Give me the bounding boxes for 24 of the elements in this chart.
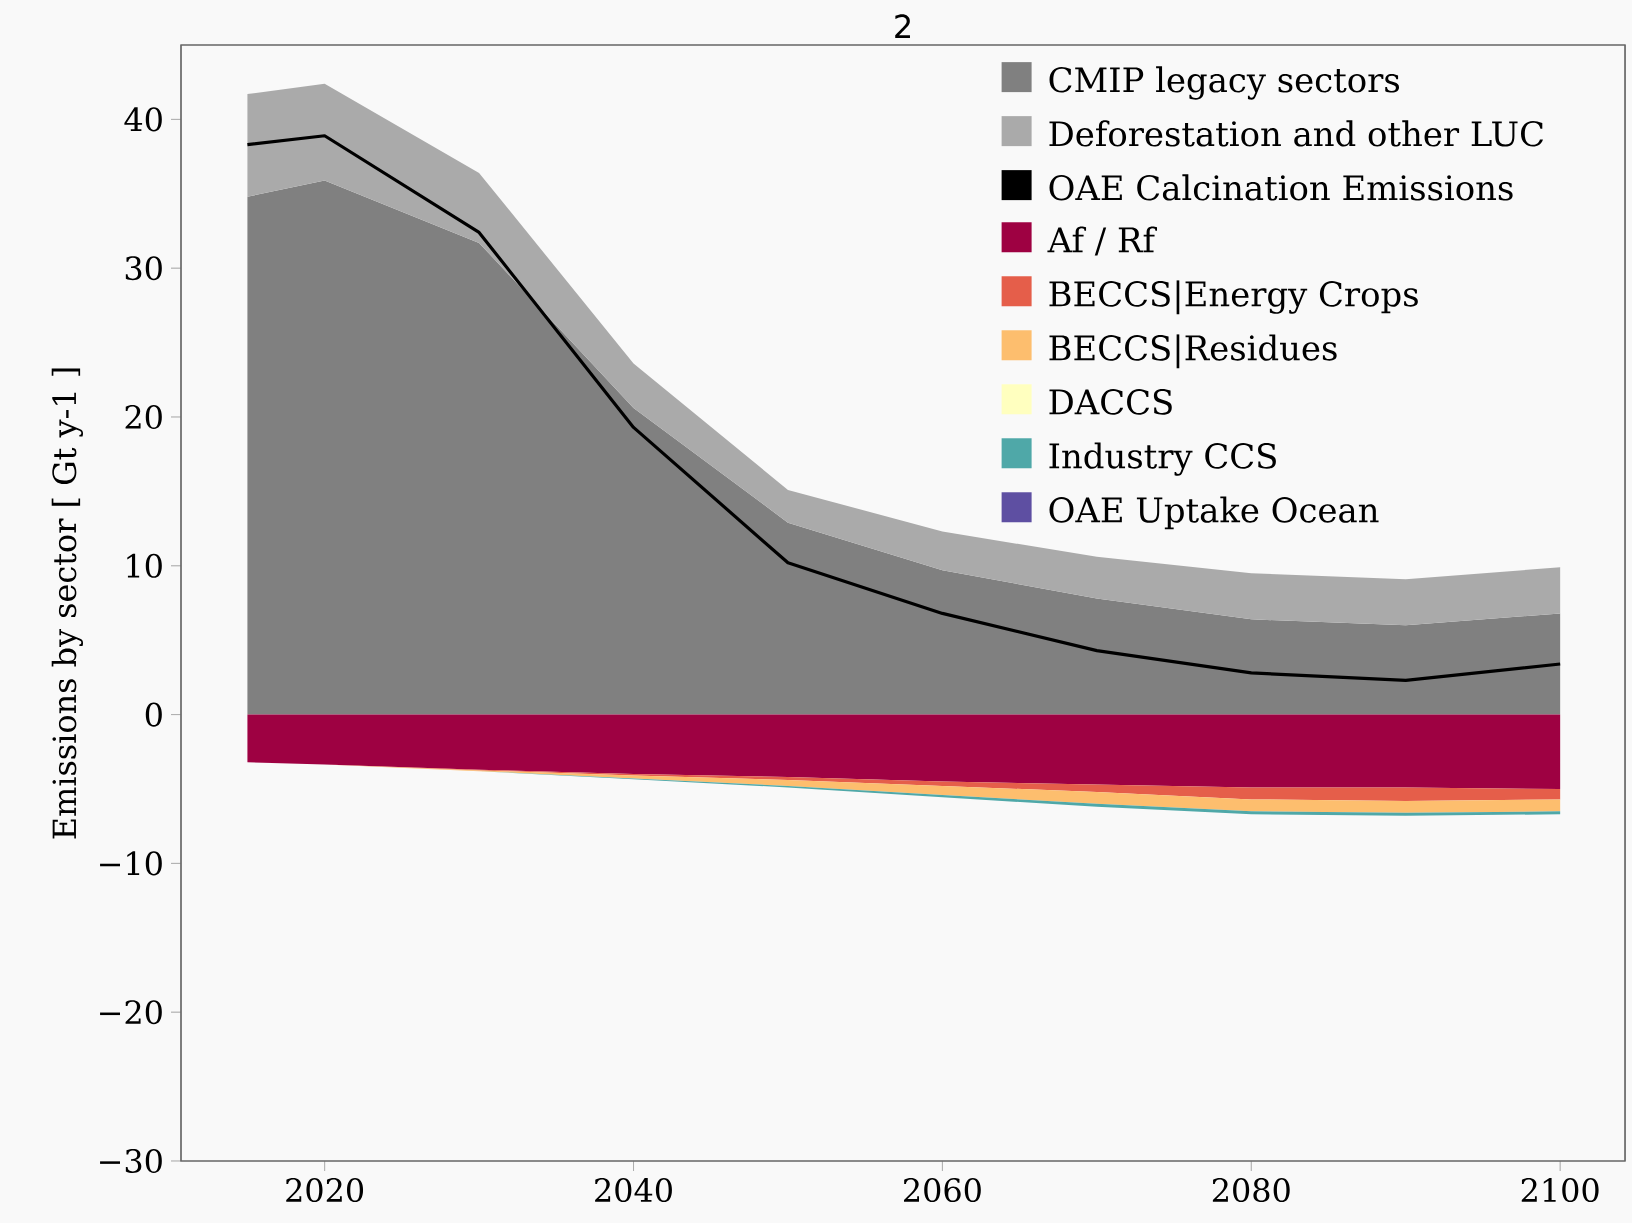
y-tick-label: 40	[124, 107, 162, 132]
y-tick-label: 0	[145, 702, 162, 727]
legend-label: Af / Rf	[1047, 226, 1158, 256]
legend-label: BECCS|Residues	[1049, 334, 1337, 369]
y-tick-label: 20	[125, 404, 162, 430]
y-tick-label: 10	[127, 553, 162, 578]
x-tick-label: 2040	[595, 1178, 672, 1203]
legend-label: BECCS|Energy Crops	[1049, 280, 1418, 315]
x-tick-label: 2060	[903, 1178, 981, 1203]
x-tick-label: 2100	[1521, 1178, 1599, 1203]
legend-label: DACCS	[1049, 389, 1172, 415]
chart-title: 2	[895, 14, 910, 38]
y-tick-label: −20	[100, 1000, 162, 1025]
y-axis-title: Emissions by sector [ Gt y-1 ]	[51, 368, 84, 839]
legend-label: CMIP legacy sectors	[1049, 66, 1400, 100]
y-tick-label: 30	[125, 256, 162, 281]
y-tick-label: −30	[100, 1148, 162, 1174]
legend-label: OAE Uptake Ocean	[1049, 496, 1379, 530]
legend-label: Deforestation and other LUC	[1049, 120, 1543, 147]
legend-label: OAE Calcination Emissions	[1049, 174, 1513, 201]
y-tick-label: −10	[100, 851, 162, 876]
x-tick-label: 2020	[286, 1178, 364, 1203]
legend-label: Industry CCS	[1049, 442, 1276, 476]
x-tick-label: 2080	[1212, 1178, 1290, 1203]
